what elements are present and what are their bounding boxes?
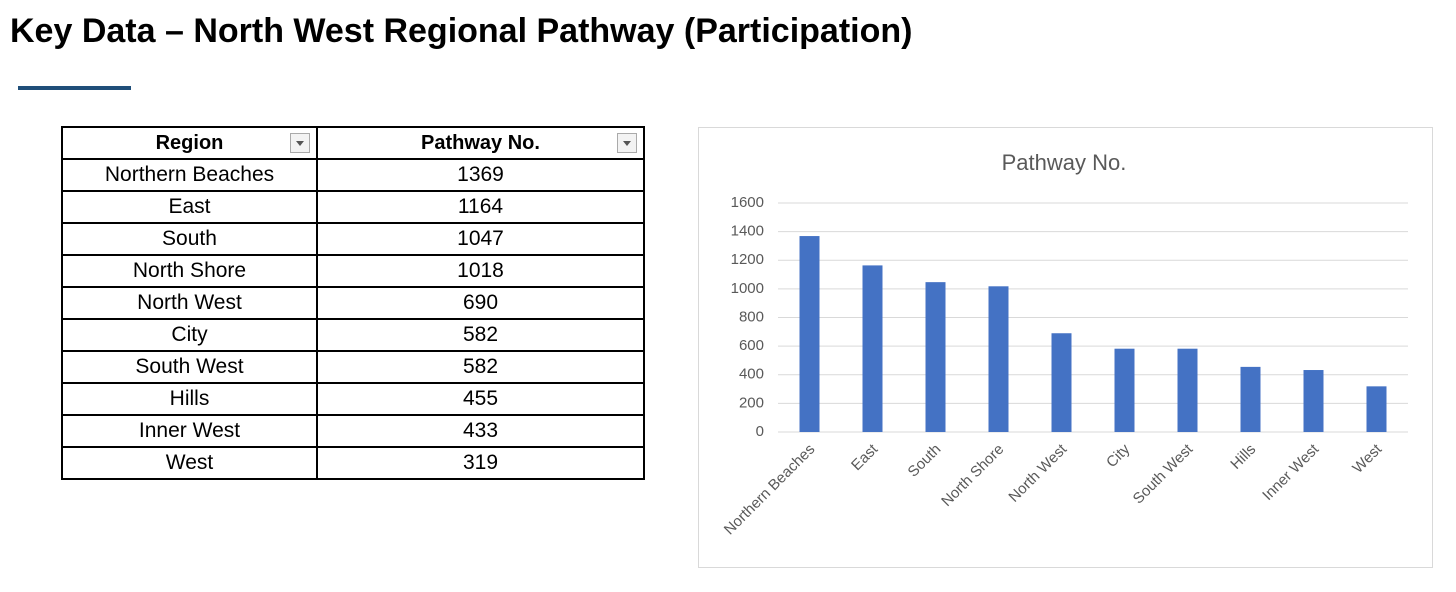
table-cell: Inner West xyxy=(61,414,318,448)
table-cell: South West xyxy=(61,350,318,384)
table-cell: 319 xyxy=(316,446,645,480)
bar xyxy=(1114,348,1135,432)
table-cell: Hills xyxy=(61,382,318,416)
table-row: North West 690 xyxy=(61,286,645,320)
table-cell: North West xyxy=(61,286,318,320)
filter-dropdown[interactable] xyxy=(617,133,637,153)
bar xyxy=(1240,366,1261,432)
table-cell: 1047 xyxy=(316,222,645,256)
table-cell: 433 xyxy=(316,414,645,448)
table-cell: East xyxy=(61,190,318,224)
filter-dropdown[interactable] xyxy=(290,133,310,153)
table-cell: South xyxy=(61,222,318,256)
table-row: South West 582 xyxy=(61,350,645,384)
column-header: Pathway No. xyxy=(316,126,645,160)
bar xyxy=(799,236,820,432)
slide-title: Key Data – North West Regional Pathway (… xyxy=(10,12,913,50)
table-row: Northern Beaches 1369 xyxy=(61,158,645,192)
table-cell: City xyxy=(61,318,318,352)
column-header: Region xyxy=(61,126,318,160)
bar xyxy=(1177,348,1198,432)
table-cell: 582 xyxy=(316,350,645,384)
table-row: East 1164 xyxy=(61,190,645,224)
bar xyxy=(1366,386,1387,432)
table-cell: 455 xyxy=(316,382,645,416)
y-tick-label: 800 xyxy=(739,308,764,325)
y-tick-label: 200 xyxy=(739,394,764,411)
table-row: Hills 455 xyxy=(61,382,645,416)
table-cell: West xyxy=(61,446,318,480)
table-cell: 1164 xyxy=(316,190,645,224)
y-tick-label: 400 xyxy=(739,366,764,383)
chart-title: Pathway No. xyxy=(1002,150,1127,175)
bar xyxy=(988,286,1009,432)
table-row: North Shore 1018 xyxy=(61,254,645,288)
table-cell: North Shore xyxy=(61,254,318,288)
header-text: Region xyxy=(155,131,224,154)
y-tick-label: 600 xyxy=(739,337,764,354)
y-tick-label: 1200 xyxy=(731,251,764,268)
table-cell: Northern Beaches xyxy=(61,158,318,192)
table-row: City 582 xyxy=(61,318,645,352)
bar xyxy=(1051,333,1072,432)
table-cell: 1369 xyxy=(316,158,645,192)
y-tick-label: 1600 xyxy=(731,194,764,211)
bar xyxy=(925,282,946,432)
title-underline xyxy=(18,86,131,90)
bar xyxy=(862,265,883,432)
bar xyxy=(1303,370,1324,432)
y-tick-label: 0 xyxy=(756,423,764,440)
table-row: West 319 xyxy=(61,446,645,480)
table-cell: 582 xyxy=(316,318,645,352)
table-row: Inner West 433 xyxy=(61,414,645,448)
data-table: Region Pathway No. Northern Beaches 1369 Eas… xyxy=(61,126,645,480)
header-text: Pathway No. xyxy=(421,131,540,154)
y-tick-label: 1400 xyxy=(731,223,764,240)
table-cell: 1018 xyxy=(316,254,645,288)
y-tick-label: 1000 xyxy=(731,280,764,297)
table-row: South 1047 xyxy=(61,222,645,256)
table-cell: 690 xyxy=(316,286,645,320)
